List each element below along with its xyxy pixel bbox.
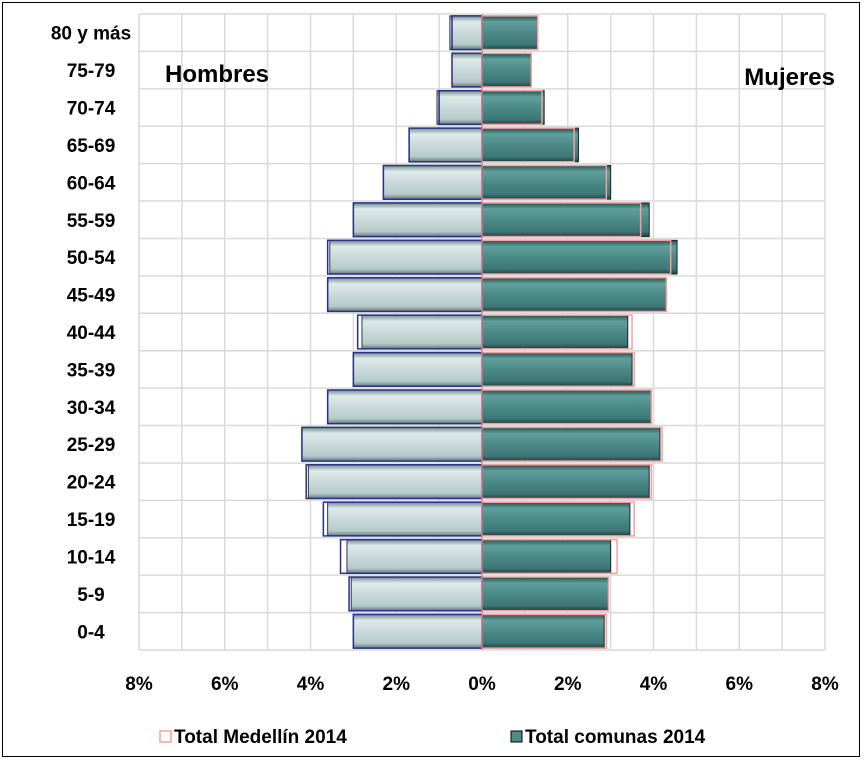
age-group-label: 5-9 [77, 585, 104, 606]
age-group-label: 60-64 [67, 173, 116, 194]
bar-comunas-men-40-44 [361, 314, 483, 350]
bar-comunas-men-75-79 [451, 52, 483, 88]
bar-comunas-women-55-59 [481, 202, 650, 238]
legend: Total Medellín 2014 Total comunas 2014 [159, 727, 706, 748]
hombres-label: Hombres [165, 61, 269, 88]
bar-comunas-men-0-4 [352, 613, 483, 649]
bar-comunas-women-60-64 [481, 165, 612, 200]
legend-swatch-comunas [510, 730, 523, 743]
bar-comunas-women-30-34 [481, 389, 652, 425]
bar-comunas-women-20-24 [481, 464, 650, 499]
age-group-label: 65-69 [67, 136, 116, 157]
population-pyramid-chart: 0-4 5-9 10-14 15-19 20-24 25-29 30-34 35-39 40-4… [51, 13, 839, 748]
age-group-label: 20-24 [67, 473, 116, 494]
legend-label-medellin: Total Medellín 2014 [174, 727, 347, 748]
x-tick-label: 0% [468, 674, 496, 695]
bar-comunas-men-10-14 [346, 539, 483, 574]
bar-comunas-men-45-49 [327, 277, 483, 312]
bar-comunas-women-40-44 [481, 314, 629, 350]
age-group-label: 25-29 [67, 435, 116, 456]
bar-comunas-women-80 y más [481, 15, 539, 51]
age-group-label: 75-79 [67, 61, 116, 82]
age-group-label: 80 y más [51, 24, 131, 45]
bar-comunas-men-5-9 [350, 576, 483, 612]
bar-comunas-women-15-19 [481, 501, 631, 537]
bar-comunas-women-5-9 [481, 576, 609, 612]
bar-comunas-men-60-64 [382, 165, 483, 200]
x-tick-label: 4% [640, 674, 668, 695]
x-tick-label: 8% [125, 674, 153, 695]
age-group-label: 50-54 [67, 248, 116, 269]
age-group-label: 40-44 [67, 323, 116, 344]
x-tick-label: 8% [811, 674, 839, 695]
age-group-label: 55-59 [67, 211, 116, 232]
bar-comunas-women-25-29 [481, 426, 661, 462]
bar-comunas-men-25-29 [301, 426, 483, 462]
bar-comunas-men-80 y más [449, 15, 483, 51]
bar-comunas-women-35-39 [481, 352, 633, 387]
x-tick-label: 6% [211, 674, 239, 695]
age-group-label: 45-49 [67, 286, 116, 307]
bar-comunas-women-0-4 [481, 613, 605, 649]
bar-comunas-men-15-19 [327, 501, 483, 537]
legend-swatch-medellin [159, 730, 172, 743]
bar-comunas-men-35-39 [352, 352, 483, 387]
age-group-label: 35-39 [67, 360, 116, 381]
bar-comunas-women-65-69 [481, 127, 579, 163]
bar-comunas-men-50-54 [329, 239, 483, 275]
bar-comunas-women-50-54 [481, 239, 678, 275]
legend-label-comunas: Total comunas 2014 [525, 727, 706, 748]
x-tick-label: 2% [383, 674, 411, 695]
x-tick-label: 4% [297, 674, 325, 695]
bar-comunas-women-70-74 [481, 90, 545, 125]
age-group-label: 30-34 [67, 398, 116, 419]
bar-comunas-women-10-14 [481, 539, 612, 574]
bar-comunas-men-65-69 [408, 127, 483, 163]
x-tick-label: 2% [554, 674, 582, 695]
bar-comunas-men-55-59 [352, 202, 483, 238]
age-group-label: 70-74 [67, 99, 116, 120]
mujeres-label: Mujeres [744, 64, 835, 91]
bar-comunas-men-70-74 [436, 90, 483, 125]
y-axis-tick-labels: 0-4 5-9 10-14 15-19 20-24 25-29 30-34 35-39 40-4… [51, 24, 131, 644]
bar-comunas-men-30-34 [327, 389, 483, 425]
bar-comunas-men-20-24 [307, 464, 483, 499]
bar-comunas-women-75-79 [481, 52, 532, 88]
age-group-label: 15-19 [67, 510, 116, 531]
age-group-label: 0-4 [77, 622, 105, 643]
x-tick-label: 6% [726, 674, 754, 695]
bar-comunas-women-45-49 [481, 277, 667, 312]
x-axis-tick-labels: 8% 6% 4% 2% 0% 2% 4% 6% 8% [125, 674, 839, 695]
age-group-label: 10-14 [67, 547, 116, 568]
